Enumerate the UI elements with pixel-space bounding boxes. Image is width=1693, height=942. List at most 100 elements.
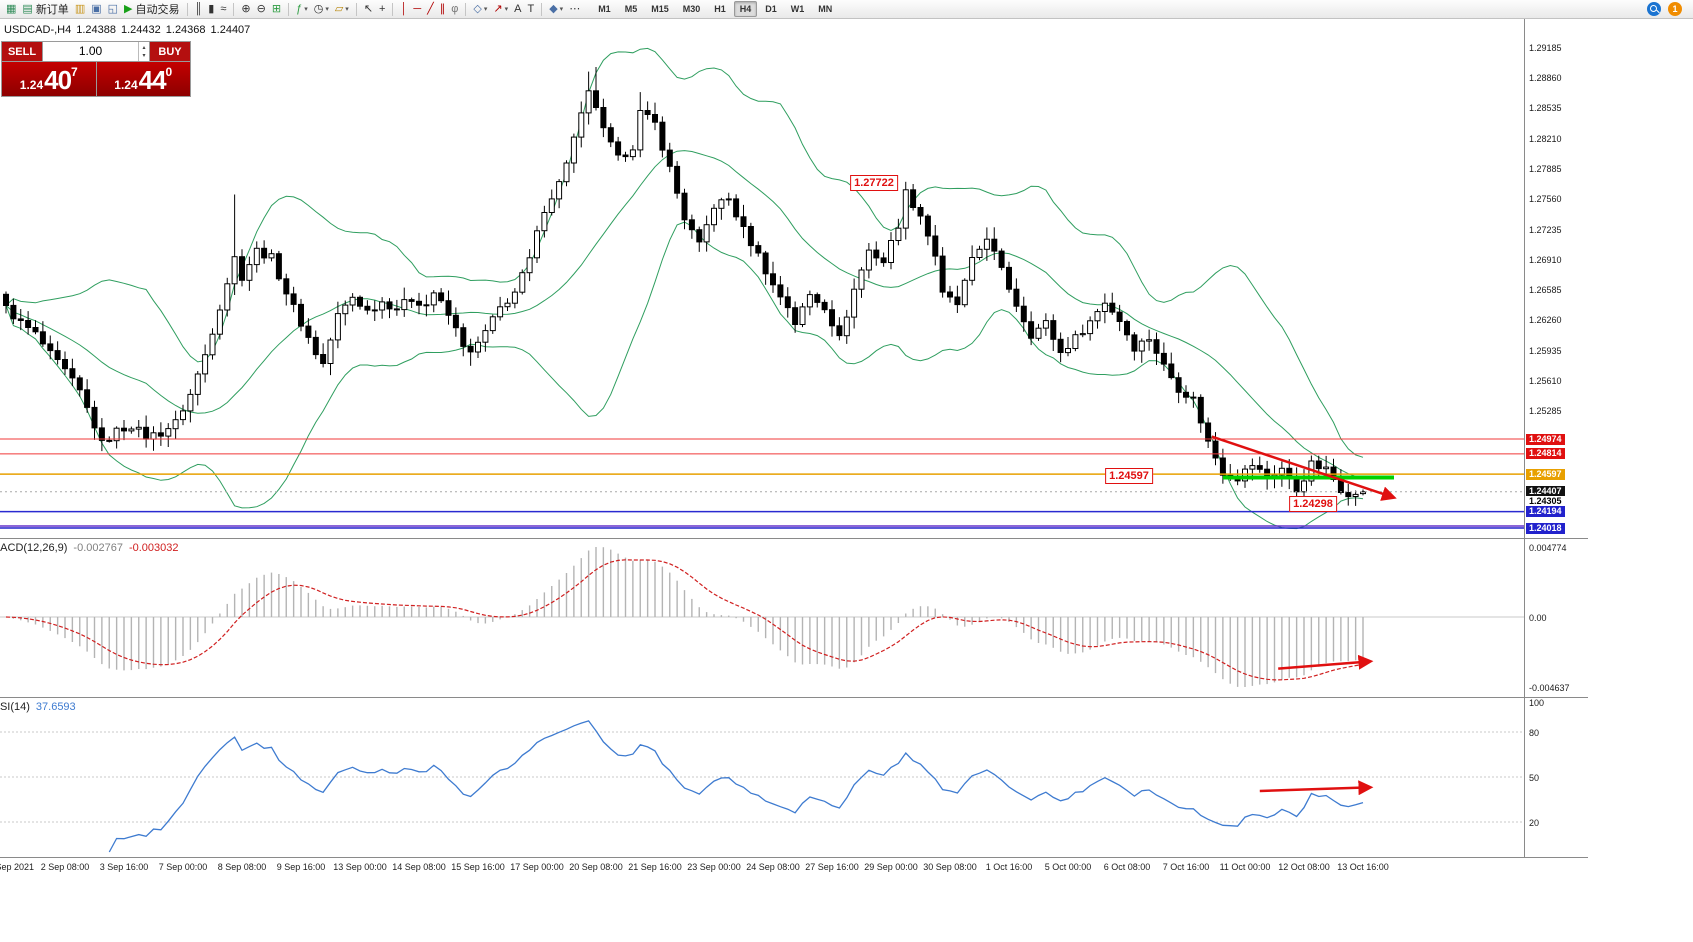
toolbar-separator	[288, 2, 290, 16]
timeframe-h1-button[interactable]: H1	[714, 4, 726, 14]
timeframe-d1-button[interactable]: D1	[765, 4, 777, 14]
shapes-button[interactable]: ◇ ▾	[470, 1, 490, 18]
zoom-out-button[interactable]: ⊖	[254, 1, 269, 18]
timeframe-mn-button[interactable]: MN	[818, 4, 833, 14]
new-order-icon: ▤	[22, 2, 33, 15]
bar-chart-icon: ║	[194, 2, 203, 15]
price-axis-label: 1.26585	[1529, 285, 1562, 295]
autotrading-button[interactable]: ▶ 自动交易	[121, 1, 182, 18]
main-chart-panel[interactable]: USDCAD-,H4 1.24388 1.24432 1.24368 1.24407 S…	[0, 19, 1524, 538]
indicators-button[interactable]: ƒ ▾	[293, 1, 311, 18]
timeframe-h4-button[interactable]: H4	[733, 1, 758, 17]
price-axis-label: 1.25285	[1529, 406, 1562, 416]
price-axis-label: 1.28535	[1529, 103, 1562, 113]
zoom-in-button[interactable]: ⊕	[238, 1, 253, 18]
new-order-button[interactable]: ▤ 新订单	[19, 1, 71, 18]
timeframe-m1-button[interactable]: M1	[598, 4, 611, 14]
macd-label: MACD(12,26,9) -0.002767 -0.003032	[0, 542, 185, 554]
price-chart-svg[interactable]	[0, 19, 1524, 538]
tile-windows-button[interactable]: ⊞	[269, 1, 284, 18]
channel-icon: ∥	[439, 2, 446, 15]
macd-axis-label: -0.004637	[1529, 683, 1570, 693]
stepper-up-icon[interactable]: ▴	[142, 44, 146, 51]
ohlc-low: 1.24368	[165, 24, 206, 36]
price-tag: 1.24974	[1526, 434, 1565, 445]
line-chart-icon: ≈	[220, 2, 227, 15]
toolbar-separator	[541, 2, 543, 16]
sell-price-button[interactable]: 1.24 40 7	[2, 62, 96, 96]
rsi-axis-label: 100	[1529, 698, 1545, 708]
print-preview-button[interactable]: ◱	[105, 1, 121, 18]
time-axis-label: 23 Sep 00:00	[687, 862, 741, 872]
line-chart-button[interactable]: ≈	[217, 1, 229, 18]
profiles-button[interactable]: ▥	[72, 1, 88, 18]
time-axis-label: 14 Sep 08:00	[392, 862, 446, 872]
horizontal-line-button[interactable]: ─	[410, 1, 424, 18]
search-icon[interactable]	[1647, 2, 1661, 16]
time-axis-label: 30 Sep 08:00	[923, 862, 977, 872]
stepper-down-icon[interactable]: ▾	[142, 52, 146, 59]
text-label-button[interactable]: T	[524, 1, 537, 18]
text-button[interactable]: A	[511, 1, 524, 18]
rsi-name: RSI(14)	[0, 701, 30, 713]
trade-panel-prices: 1.24 40 7 1.24 44 0	[2, 61, 190, 96]
time-axis-label: 6 Oct 08:00	[1103, 862, 1151, 872]
buy-button[interactable]: BUY	[150, 42, 190, 61]
rsi-axis-label: 80	[1529, 728, 1540, 738]
price-axis-label: 1.26910	[1529, 255, 1562, 265]
print-button[interactable]: ▣	[88, 1, 104, 18]
sell-button[interactable]: SELL	[2, 42, 42, 61]
price-callout[interactable]: 1.24597	[1105, 468, 1153, 484]
objects-list-button[interactable]: ⋯	[566, 1, 583, 18]
price-callout[interactable]: 1.24298	[1289, 496, 1337, 512]
panel-separator[interactable]	[0, 538, 1588, 539]
time-axis-label: 24 Sep 08:00	[746, 862, 800, 872]
time-axis-label: 29 Sep 00:00	[864, 862, 918, 872]
cursor-button[interactable]: ↖	[361, 1, 376, 18]
price-axis[interactable]: 1.29185 1.28860 1.28535 1.28210 1.27885 1.275…	[1524, 19, 1590, 857]
zoom-in-icon: ⊕	[241, 2, 251, 15]
timeframe-w1-button[interactable]: W1	[790, 4, 805, 14]
new-chart-button[interactable]: ▦	[3, 1, 19, 18]
volume-stepper[interactable]: ▴ ▾	[138, 42, 149, 61]
time-axis-label: 13 Sep 00:00	[333, 862, 387, 872]
price-tag: 1.24194	[1526, 506, 1565, 517]
buy-price-button[interactable]: 1.24 44 0	[96, 62, 190, 96]
toolbar-separator	[355, 2, 357, 16]
arrows-icon: ↗	[493, 2, 503, 15]
crosshair-button[interactable]: +	[376, 1, 388, 18]
panel-separator[interactable]	[0, 697, 1588, 698]
timeframe-m30-button[interactable]: M30	[682, 4, 701, 14]
chevron-down-icon: ▾	[559, 6, 564, 13]
symbol-period: USDCAD-,H4	[4, 24, 72, 36]
crosshair-icon: +	[379, 2, 386, 15]
trendline-button[interactable]: ╱	[424, 1, 437, 18]
volume-input[interactable]: 1.00	[78, 44, 103, 58]
ohlc-high: 1.24432	[121, 24, 161, 36]
price-tag: 1.24597	[1526, 469, 1565, 480]
notification-badge[interactable]: 1	[1668, 2, 1682, 16]
toolbar-right: 1	[1647, 2, 1690, 16]
time-axis-label: 27 Sep 16:00	[805, 862, 859, 872]
periods-button[interactable]: ◷ ▾	[311, 1, 332, 18]
channel-button[interactable]: ∥	[437, 1, 449, 18]
macd-svg[interactable]	[0, 539, 1524, 697]
timeframe-m15-button[interactable]: M15	[651, 4, 669, 14]
autotrading-button-label: 自动交易	[135, 4, 180, 16]
bar-chart-button[interactable]: ║	[192, 1, 206, 18]
price-tag: 1.24814	[1526, 448, 1565, 459]
buy-price-big: 1.24	[114, 78, 138, 92]
chevron-down-icon: ▾	[504, 6, 509, 13]
rsi-svg[interactable]	[0, 698, 1524, 857]
price-callout[interactable]: 1.27722	[850, 175, 898, 191]
fibonacci-button[interactable]: φ	[448, 1, 461, 18]
more-tools-button[interactable]: ◆ ▾	[546, 1, 566, 18]
time-axis[interactable]: 1 Sep 2021 2 Sep 08:00 3 Sep 16:00 7 Sep 00…	[0, 857, 1588, 877]
arrows-button[interactable]: ↗ ▾	[490, 1, 511, 18]
time-axis-label: 11 Oct 00:00	[1219, 862, 1271, 872]
timeframe-m5-button[interactable]: M5	[624, 4, 638, 14]
candlestick-chart-button[interactable]: ▮	[205, 1, 217, 18]
vertical-line-button[interactable]: │	[397, 1, 410, 18]
templates-button[interactable]: ▱ ▾	[332, 1, 352, 18]
